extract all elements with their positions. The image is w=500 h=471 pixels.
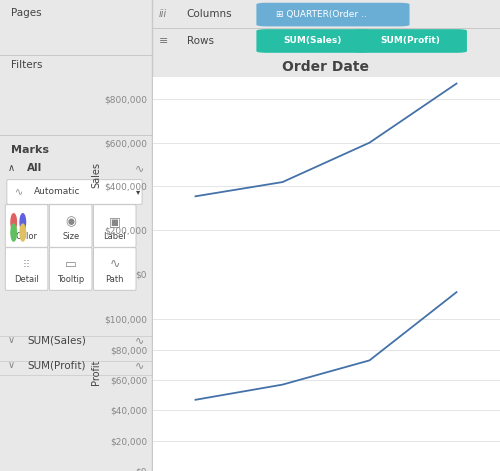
Text: Filters: Filters [10, 60, 42, 70]
FancyBboxPatch shape [354, 29, 467, 53]
Text: Path: Path [106, 275, 124, 284]
FancyBboxPatch shape [7, 179, 142, 204]
Text: ▣: ▣ [109, 215, 120, 228]
FancyBboxPatch shape [6, 204, 48, 247]
Text: ∨: ∨ [8, 360, 14, 370]
Text: Marks: Marks [10, 145, 48, 155]
Text: Columns: Columns [187, 9, 232, 19]
Text: Rows: Rows [187, 36, 214, 46]
FancyBboxPatch shape [50, 248, 92, 290]
FancyBboxPatch shape [50, 204, 92, 247]
Text: ∿: ∿ [135, 163, 144, 173]
Text: ⊞ QUARTER(Order ..: ⊞ QUARTER(Order .. [276, 10, 366, 19]
Text: Tooltip: Tooltip [57, 275, 84, 284]
Text: Size: Size [62, 232, 80, 241]
Circle shape [11, 214, 16, 231]
FancyBboxPatch shape [94, 248, 136, 290]
Circle shape [20, 224, 26, 241]
Text: ⁝⁝: ⁝⁝ [22, 258, 30, 271]
Y-axis label: Sales: Sales [92, 162, 102, 188]
Text: ▾: ▾ [136, 187, 140, 196]
FancyBboxPatch shape [94, 204, 136, 247]
FancyBboxPatch shape [256, 29, 370, 53]
Text: Detail: Detail [14, 275, 39, 284]
Text: ▭: ▭ [65, 258, 76, 271]
Text: ◉: ◉ [65, 215, 76, 228]
Y-axis label: Profit: Profit [92, 360, 102, 385]
Text: Label: Label [104, 232, 126, 241]
Text: Order Date: Order Date [282, 60, 370, 74]
Text: SUM(Profit): SUM(Profit) [380, 36, 440, 46]
Text: ∿: ∿ [135, 360, 144, 370]
Text: SUM(Profit): SUM(Profit) [28, 360, 86, 370]
Text: SUM(Sales): SUM(Sales) [28, 335, 86, 345]
Text: Pages: Pages [10, 8, 42, 18]
Text: ∿: ∿ [110, 258, 120, 271]
Text: ∨: ∨ [8, 335, 14, 345]
Text: ∿: ∿ [15, 187, 24, 197]
Circle shape [11, 224, 16, 241]
FancyBboxPatch shape [6, 248, 48, 290]
Text: ∿: ∿ [135, 335, 144, 345]
Text: ≡: ≡ [159, 36, 168, 46]
Circle shape [20, 214, 26, 231]
Text: ∧: ∧ [8, 163, 14, 173]
FancyBboxPatch shape [256, 3, 410, 26]
Text: SUM(Sales): SUM(Sales) [284, 36, 342, 46]
Text: All: All [28, 163, 42, 173]
Text: iii: iii [159, 9, 167, 19]
Text: Automatic: Automatic [34, 187, 80, 196]
Text: Color: Color [16, 232, 38, 241]
